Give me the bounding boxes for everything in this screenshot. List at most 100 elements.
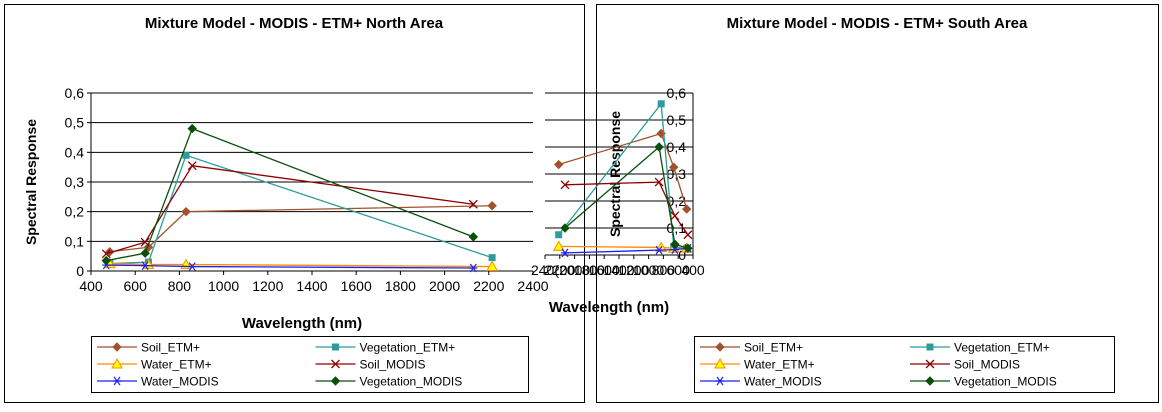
x-tick-label: 2200: [473, 278, 504, 294]
x-tick-label: 1400: [296, 278, 327, 294]
y-tick-label: 0,2: [65, 204, 85, 220]
x-tick-label: 1800: [385, 278, 416, 294]
data-point: [670, 211, 680, 221]
chart-title: Mixture Model - MODIS - ETM+ South Area: [727, 15, 1028, 32]
legend-entry: Water_ETM+: [97, 358, 212, 372]
data-point: [655, 245, 664, 255]
data-point: [657, 100, 665, 108]
series-line: [564, 247, 688, 254]
y-tick-label: 0,1: [65, 233, 85, 249]
legend-box: [91, 336, 529, 393]
series-soil-modis: [101, 161, 478, 259]
x-tick-label: 2200: [544, 262, 575, 278]
data-point: [182, 151, 190, 159]
legend-entry: Soil_ETM+: [97, 341, 200, 355]
x-tick-label: 2000: [429, 278, 460, 294]
data-point: [188, 262, 197, 271]
data-point: [140, 248, 150, 258]
chart-south-area: Mixture Model - MODIS - ETM+ South Area 0…: [531, 4, 1159, 403]
chart-title: Mixture Model - MODIS - ETM+ North Area: [145, 15, 444, 32]
x-tick-label: 1000: [208, 278, 239, 294]
data-point: [654, 177, 664, 187]
legend-entry: Vegetation_ETM+: [910, 341, 1050, 355]
legend-entry: Water_MODIS: [97, 375, 219, 389]
legend-entry: Soil_ETM+: [700, 341, 803, 355]
data-point: [560, 180, 570, 190]
series-line: [106, 127, 474, 262]
x-tick-label: 2000: [559, 262, 590, 278]
data-point: [486, 260, 498, 272]
y-tick-label: 0,2: [667, 193, 687, 209]
data-point: [181, 206, 191, 217]
legend-marker: [112, 342, 122, 352]
x-tick-label: 400: [79, 278, 103, 294]
x-tick-label: 1600: [589, 262, 620, 278]
legend-marker: [111, 357, 123, 369]
series-line: [558, 245, 687, 249]
series-line: [106, 164, 474, 255]
x-tick-label: 1600: [341, 278, 372, 294]
x-tick-label: 1000: [633, 262, 664, 278]
chart-north-area: Mixture Model - MODIS - ETM+ North Area 0…: [4, 4, 585, 403]
x-tick-label: 400: [681, 262, 705, 278]
x-tick-label: 2400: [517, 278, 548, 294]
legend-label: Soil_ETM+: [141, 341, 200, 355]
data-point: [487, 201, 497, 211]
data-point: [654, 142, 664, 152]
series-line: [564, 145, 689, 249]
legend-label: Water_MODIS: [141, 375, 219, 389]
x-tick-label: 1200: [252, 278, 283, 294]
data-point: [468, 232, 479, 242]
series-line: [558, 102, 687, 249]
legend-label: Soil_MODIS: [360, 358, 426, 372]
x-axis-label: Wavelength (nm): [549, 299, 669, 316]
legend-label: Vegetation_ETM+: [954, 341, 1050, 355]
series-vegetation-modis: [560, 142, 693, 253]
y-tick-label: 0,6: [667, 85, 687, 101]
legend-marker: [925, 359, 935, 369]
legend-box: [694, 336, 1115, 393]
data-point: [560, 223, 570, 233]
y-tick-label: 0,4: [667, 139, 687, 155]
data-point: [488, 254, 496, 262]
y-tick-label: 0: [76, 263, 84, 279]
data-point: [101, 249, 111, 259]
x-tick-label: 1400: [603, 262, 634, 278]
data-point: [469, 263, 478, 273]
legend-entry: Soil_MODIS: [910, 358, 1020, 372]
x-tick-label: 800: [652, 262, 676, 278]
data-point: [101, 255, 111, 266]
y-tick-label: 0,3: [65, 174, 85, 190]
legend-marker: [715, 342, 725, 352]
x-axis-label: Wavelength (nm): [242, 315, 362, 332]
legend-entry: Vegetation_MODIS: [910, 375, 1057, 389]
y-tick-label: 0,4: [65, 144, 85, 160]
x-tick-label: 800: [168, 278, 192, 294]
y-axis-label: Spectral Response: [23, 119, 39, 245]
x-tick-label: 1200: [618, 262, 649, 278]
data-point: [553, 159, 564, 170]
data-point: [141, 261, 150, 271]
series-line: [558, 132, 688, 210]
legend-entry: Water_MODIS: [700, 375, 822, 389]
x-tick-label: 1800: [574, 262, 605, 278]
y-tick-label: 0,5: [667, 112, 687, 128]
y-axis-label: Spectral Response: [607, 111, 623, 237]
legend-label: Water_ETM+: [141, 358, 212, 372]
series-line: [109, 262, 493, 268]
legend-marker: [332, 343, 339, 351]
data-point: [187, 123, 197, 134]
x-tick-label: 600: [124, 278, 148, 294]
legend-entry: Vegetation_MODIS: [315, 375, 463, 389]
data-point: [683, 230, 693, 240]
legend-label: Vegetation_MODIS: [360, 375, 463, 389]
legend-label: Vegetation_MODIS: [954, 375, 1057, 389]
legend-entry: Vegetation_ETM+: [315, 341, 456, 355]
legend-label: Soil_MODIS: [954, 358, 1020, 372]
legend-marker: [714, 357, 726, 369]
data-point: [468, 199, 478, 209]
legend-label: Vegetation_ETM+: [360, 341, 456, 355]
legend-label: Soil_ETM+: [744, 341, 803, 355]
data-point: [670, 239, 680, 249]
